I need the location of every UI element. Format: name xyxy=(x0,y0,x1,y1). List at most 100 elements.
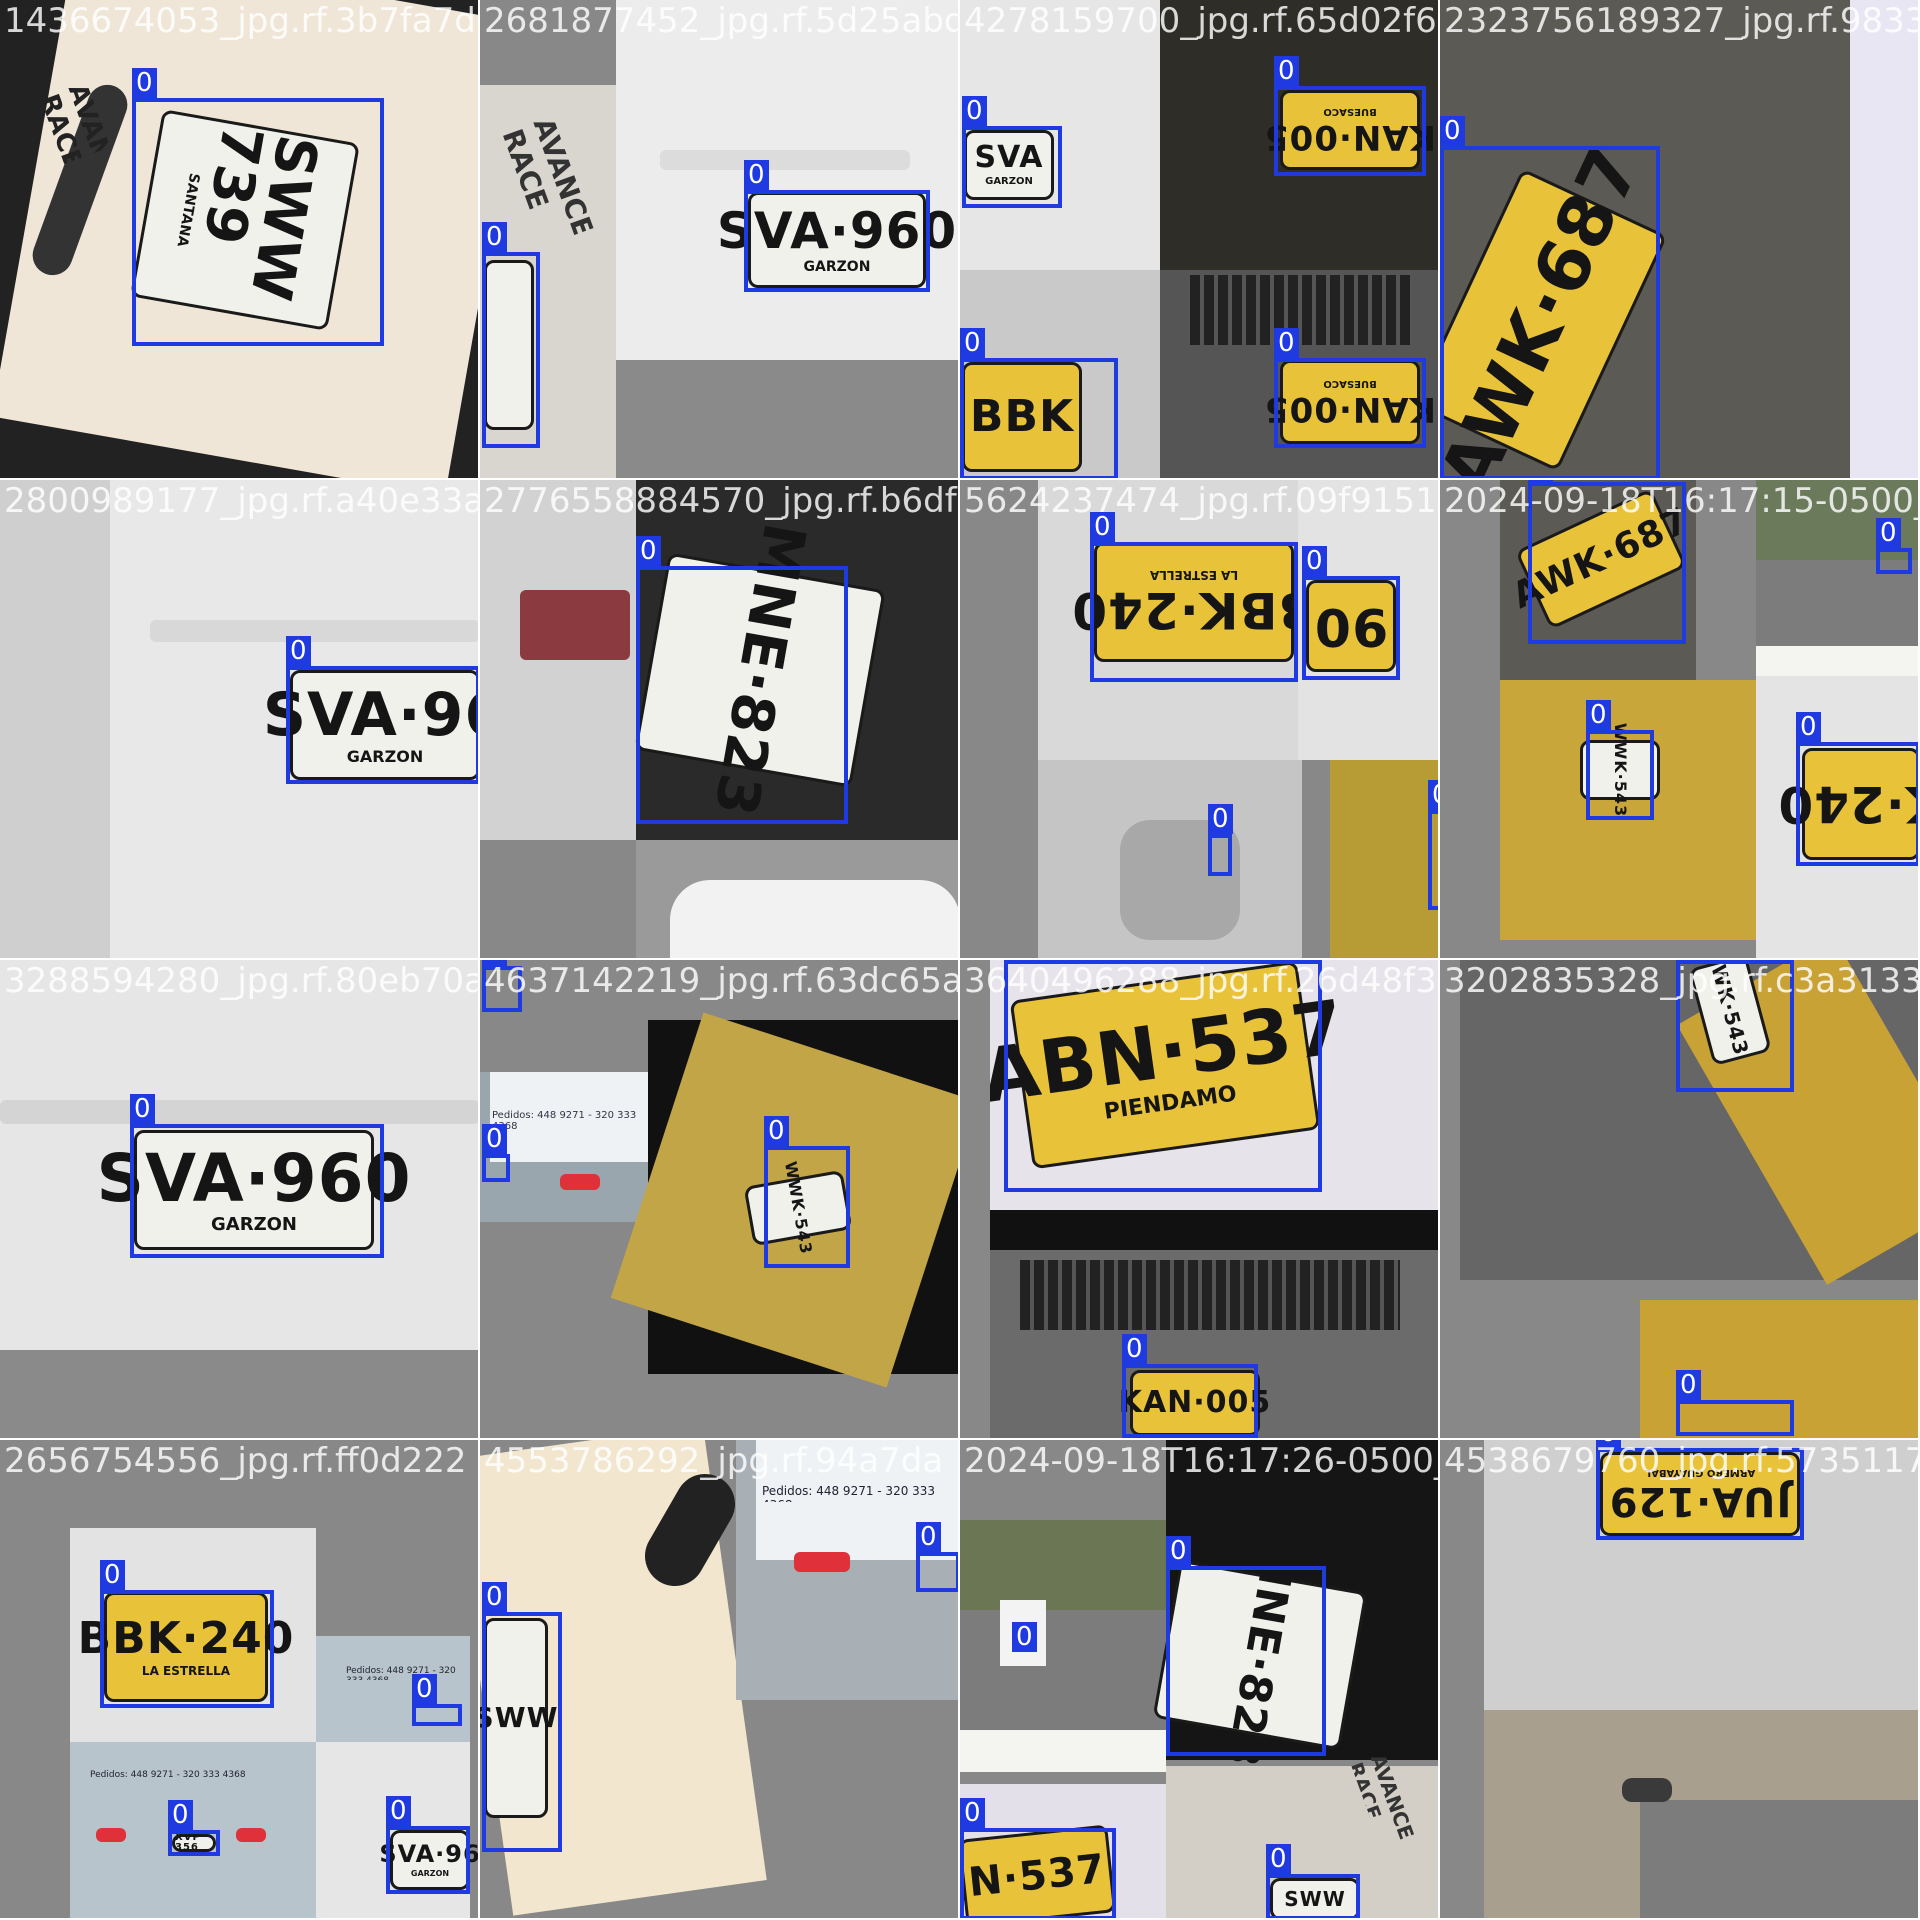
detection-box: 0 xyxy=(1796,712,1918,866)
truck-text: Pedidos: 448 9271 - 320 333 4368 xyxy=(762,1484,936,1502)
trunk-handle xyxy=(150,620,478,642)
detection-box: 0 xyxy=(482,222,540,448)
tile-filename: 3288594280_jpg.rf.80eb70a xyxy=(4,961,480,1001)
detection-box: 0 xyxy=(1166,1536,1326,1756)
tile-16: JUA·129 ARMERO GUAYABAL 0 4538679760_jpg… xyxy=(1440,1440,1920,1920)
car-silver xyxy=(1120,820,1240,940)
tile-1: AVANCE RACE SWW 739 SANTANA 0 1436674053… xyxy=(0,0,480,480)
detection-box: 0 xyxy=(1302,546,1400,680)
detection-box: 0 xyxy=(412,1674,462,1726)
tile-12: WK·543 0 0 3202835328_jpg.rf.c3a3133 xyxy=(1440,960,1920,1440)
detection-box: 0 xyxy=(1004,960,1322,1192)
detection-box: 0 xyxy=(744,160,930,292)
detection-box: 0 xyxy=(1122,1334,1258,1438)
tile-filename: 4538679760_jpg.rf.5735117 xyxy=(1444,1441,1920,1481)
tile-8: AWK·687 0 0 WWK·543 0 K·240 0 2024-09-18… xyxy=(1440,480,1920,960)
detection-box: 0 xyxy=(764,1116,850,1268)
detection-box: 0 xyxy=(1208,804,1233,876)
detection-box: 0 xyxy=(100,1560,274,1708)
tile-filename: 3640496288_jpg.rf.26d48f3 xyxy=(964,961,1437,1001)
yellow-car xyxy=(1500,680,1756,940)
detection-box: 0 xyxy=(960,328,1118,478)
tile-filename: 2024-09-18T16:17:15-0500_19 xyxy=(1444,481,1918,521)
detection-box: 0 xyxy=(1266,1844,1360,1918)
road xyxy=(1640,1800,1918,1918)
detection-box: 0 xyxy=(168,1800,220,1856)
truck-body xyxy=(490,1072,648,1162)
detection-box: 0 xyxy=(916,1522,958,1592)
tile-filename: 2656754556_jpg.rf.ff0d222 xyxy=(4,1441,467,1481)
license-plate-partial: SWW xyxy=(1270,1878,1360,1918)
tile-14: SWW 0 Pedidos: 448 9271 - 320 333 4368 0… xyxy=(480,1440,960,1920)
tile-filename: 2800989177_jpg.rf.a40e33a xyxy=(4,481,480,521)
truck-text: Pedidos: 448 9271 - 320 333 4368 xyxy=(492,1110,637,1130)
tile-5: SVA·96 GARZON 0 2800989177_jpg.rf.a40e33… xyxy=(0,480,480,960)
license-plate: KAN·005 xyxy=(1119,1370,1270,1436)
car-white xyxy=(670,880,958,958)
tail-light xyxy=(794,1552,850,1572)
detection-box: 0 xyxy=(1596,1440,1804,1540)
trunk-handle xyxy=(0,1100,478,1124)
road xyxy=(960,1610,1166,1746)
detection-box: 0 xyxy=(1440,116,1660,478)
detection-box: 0 xyxy=(482,960,522,1012)
detection-box: 0 xyxy=(1676,1370,1794,1436)
car-trunk xyxy=(616,0,958,360)
detection-box: 0 xyxy=(1528,480,1686,644)
tile-filename: 2681877452_jpg.rf.5d25abd4234699795d2 xyxy=(484,1,958,41)
tile-filename: 4278159700_jpg.rf.65d02f6933366518832 xyxy=(964,1,1438,41)
detection-box: 0 xyxy=(1274,328,1426,448)
tail-light xyxy=(96,1828,126,1842)
detection-box: 0 xyxy=(1586,700,1654,820)
license-plate: BBK xyxy=(962,362,1082,472)
yellow-car-bottom xyxy=(1640,1300,1918,1438)
white-panel xyxy=(1850,0,1918,478)
license-plate-partial xyxy=(484,260,534,430)
tanker-truck xyxy=(1622,1778,1672,1802)
gray-fill xyxy=(960,960,990,1438)
detection-box: 0 xyxy=(286,636,478,784)
truck-text: Pedidos: 448 9271 - 320 333 4368 xyxy=(346,1666,456,1680)
tile-3: SVA GARZON 0 KAN·005 BUESACO 0 BBK 0 KAN… xyxy=(960,0,1440,480)
tile-15: 0 MNE·823 0 N·537 0 AVANCE RACE SWW 0 20… xyxy=(960,1440,1440,1920)
detection-box: 0 xyxy=(130,1094,384,1258)
gray-fill xyxy=(616,360,958,478)
detection-box: 0 xyxy=(386,1796,470,1894)
tile-filename: 5624237474_jpg.rf.09f9151 xyxy=(964,481,1437,521)
tile-7: BBK·240 LA ESTRELLA 0 90 0 0 0 562423747… xyxy=(960,480,1440,960)
license-plate-partial: SVA·96 GARZON xyxy=(379,1830,478,1890)
tile-filename: 2776558884570_jpg.rf.b6df3eba xyxy=(484,481,958,521)
data-overlay xyxy=(1756,646,1918,676)
tile-filename: 1436674053_jpg.rf.3b7fa7d2d37b854309d xyxy=(4,1,478,41)
detection-box: 0 xyxy=(1428,780,1438,910)
detection-box: 0 xyxy=(1274,56,1426,176)
grille xyxy=(1190,275,1410,345)
road xyxy=(1756,560,1918,656)
data-overlay xyxy=(960,1730,1166,1772)
tile-filename: 4637142219_jpg.rf.63dc65a xyxy=(484,961,960,1001)
tile-6: MNE·823 0 2776558884570_jpg.rf.b6df3eba xyxy=(480,480,960,960)
car-tail xyxy=(480,480,636,840)
yellow-car-crop xyxy=(1330,760,1438,958)
detection-box: 0 xyxy=(132,68,384,346)
tail-light xyxy=(520,590,630,660)
tile-2: AVANCE RACE 0 SVA·960 GARZON 0 268187745… xyxy=(480,0,960,480)
gray-fill xyxy=(0,1350,478,1438)
tile-9: SVA·960 GARZON 0 3288594280_jpg.rf.80eb7… xyxy=(0,960,480,1440)
tile-10: Pedidos: 448 9271 - 320 333 4368 0 0 WWK… xyxy=(480,960,960,1440)
tile-11: ABN·537 PIENDAMO 0 KAN·005 0 3640496288_… xyxy=(960,960,1440,1440)
tile-filename: 3202835328_jpg.rf.c3a3133 xyxy=(1444,961,1920,1001)
detection-box: 0 xyxy=(482,1582,562,1852)
tile-13: BBK·240 LA ESTRELLA 0 Pedidos: 448 9271 … xyxy=(0,1440,480,1920)
detection-box: 0 xyxy=(1876,518,1912,574)
license-plate: XVP 356 xyxy=(172,1833,216,1853)
tail-light xyxy=(560,1174,600,1190)
license-plate: SVA·960 GARZON xyxy=(717,192,956,288)
tile-filename: 2024-09-18T16:17:26-0500_19 xyxy=(964,1441,1438,1481)
detection-box: 0 xyxy=(482,1124,510,1182)
tile-filename: 4553786292_jpg.rf.94a7da xyxy=(484,1441,944,1481)
detection-box: 0 xyxy=(962,96,1062,208)
tail-light xyxy=(236,1828,266,1842)
license-plate-partial: SWW xyxy=(480,1618,557,1818)
